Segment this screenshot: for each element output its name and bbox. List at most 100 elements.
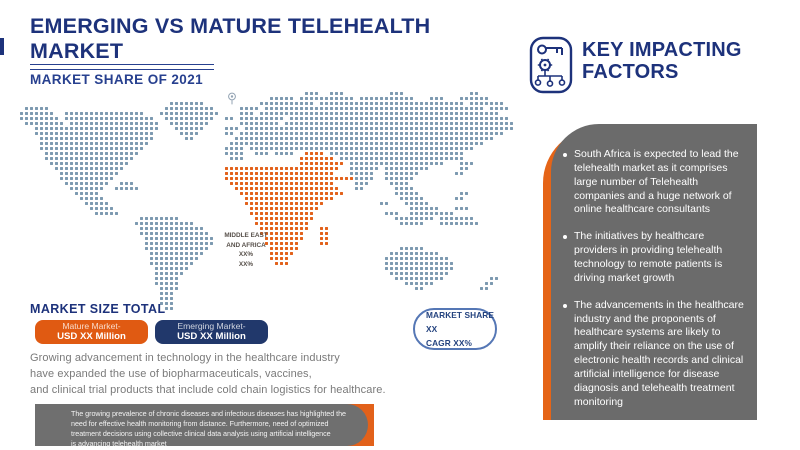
map-dot: [170, 272, 173, 275]
map-dot: [255, 167, 258, 170]
map-dot: [390, 112, 393, 115]
map-dot: [410, 147, 413, 150]
map-dot: [205, 232, 208, 235]
map-dot: [255, 222, 258, 225]
map-dot: [420, 197, 423, 200]
map-dot: [330, 147, 333, 150]
map-dot: [70, 147, 73, 150]
map-dot: [160, 242, 163, 245]
map-dot: [480, 122, 483, 125]
map-dot: [415, 197, 418, 200]
map-dot: [410, 102, 413, 105]
map-dot: [280, 132, 283, 135]
map-dot: [325, 107, 328, 110]
map-dot: [290, 97, 293, 100]
map-dot: [430, 262, 433, 265]
map-dot: [150, 237, 153, 240]
page-title: EMERGING VS MATURE TELEHEALTH MARKET: [30, 14, 431, 63]
map-dot: [285, 172, 288, 175]
world-map: [20, 92, 522, 314]
map-dot: [65, 112, 68, 115]
map-dot: [90, 152, 93, 155]
map-dot: [440, 117, 443, 120]
map-dot: [165, 242, 168, 245]
map-dot: [315, 207, 318, 210]
map-dot: [75, 182, 78, 185]
map-dot: [265, 122, 268, 125]
map-dot: [100, 157, 103, 160]
map-dot: [225, 117, 228, 120]
map-dot: [180, 252, 183, 255]
map-dot: [415, 192, 418, 195]
map-dot: [310, 217, 313, 220]
map-dot: [80, 147, 83, 150]
map-dot: [180, 247, 183, 250]
map-dot: [305, 222, 308, 225]
map-dot: [275, 107, 278, 110]
map-dot: [285, 217, 288, 220]
map-dot: [415, 102, 418, 105]
map-dot: [430, 97, 433, 100]
map-dot: [360, 122, 363, 125]
map-dot: [310, 127, 313, 130]
map-dot: [285, 237, 288, 240]
map-dot: [165, 257, 168, 260]
map-dot: [190, 242, 193, 245]
bullet-item: The advancements in the healthcare indus…: [563, 299, 749, 410]
map-dot: [170, 257, 173, 260]
map-dot: [460, 172, 463, 175]
map-dot: [425, 207, 428, 210]
map-dot: [290, 237, 293, 240]
map-dot: [100, 187, 103, 190]
map-dot: [285, 182, 288, 185]
map-dot: [365, 132, 368, 135]
map-dot: [390, 132, 393, 135]
map-dot: [290, 142, 293, 145]
map-dot: [170, 237, 173, 240]
bullet-text: The advancements in the healthcare indus…: [574, 298, 744, 408]
map-dot: [285, 132, 288, 135]
map-dot: [310, 182, 313, 185]
map-dot: [260, 117, 263, 120]
map-dot: [345, 112, 348, 115]
map-dot: [300, 97, 303, 100]
map-dot: [175, 267, 178, 270]
map-dot: [445, 112, 448, 115]
map-dot: [270, 217, 273, 220]
map-dot: [340, 102, 343, 105]
map-dot: [105, 117, 108, 120]
map-dot: [195, 102, 198, 105]
map-dot: [425, 252, 428, 255]
map-dot: [470, 222, 473, 225]
map-dot: [325, 232, 328, 235]
map-dot: [75, 122, 78, 125]
map-dot: [250, 117, 253, 120]
map-dot: [420, 222, 423, 225]
map-dot: [395, 122, 398, 125]
map-dot: [200, 122, 203, 125]
map-dot: [175, 262, 178, 265]
map-dot: [165, 252, 168, 255]
map-dot: [425, 162, 428, 165]
map-dot: [55, 122, 58, 125]
map-dot: [320, 122, 323, 125]
map-dot: [105, 152, 108, 155]
map-dot: [265, 197, 268, 200]
map-dot: [330, 132, 333, 135]
map-dot: [495, 132, 498, 135]
map-dot: [395, 192, 398, 195]
map-dot: [310, 137, 313, 140]
map-dot: [310, 142, 313, 145]
map-dot: [45, 152, 48, 155]
map-dot: [415, 142, 418, 145]
map-dot: [345, 117, 348, 120]
map-dot: [425, 112, 428, 115]
map-dot: [65, 182, 68, 185]
map-dot: [160, 257, 163, 260]
map-dot: [400, 132, 403, 135]
map-dot: [155, 252, 158, 255]
map-dot: [450, 137, 453, 140]
map-dot: [375, 162, 378, 165]
map-dot: [45, 112, 48, 115]
map-dot: [300, 232, 303, 235]
